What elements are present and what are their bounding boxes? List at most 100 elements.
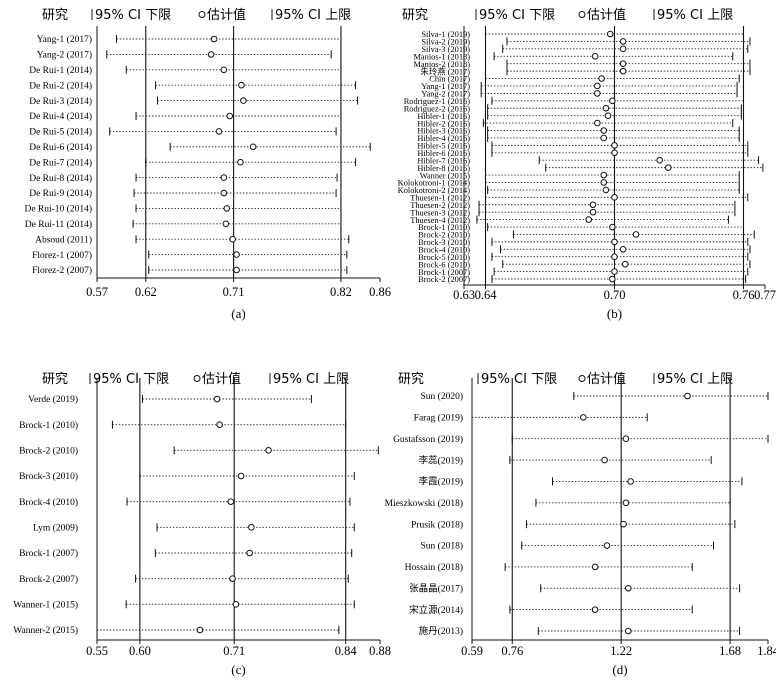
study-label: Hibler-4 (2016) — [417, 134, 470, 143]
header-study-label: 研究 — [42, 372, 68, 387]
point-estimate-marker — [240, 97, 247, 104]
study-label: Thuesen-3 (2012) — [410, 208, 470, 217]
header-upper-label: 95% CI 上限 — [657, 8, 733, 23]
x-tick-label: 0.63 — [453, 288, 475, 302]
point-estimate-marker — [591, 52, 599, 60]
legend-header: 研究 95% CI 下限 估计值 95% CI 上限 — [398, 371, 733, 387]
legend-header: 研究 95% CI 下限 估计值 95% CI 上限 — [42, 371, 349, 387]
study-row: De Rui-2 (2014) — [29, 80, 357, 91]
header-upper-label: 95% CI 上限 — [275, 8, 351, 23]
study-label: Gustafsson (2019) — [393, 434, 463, 445]
x-tick-label: 0.84 — [335, 644, 358, 658]
point-estimate-marker — [656, 156, 663, 164]
study-row: Thuesen-4 (2012) — [410, 215, 729, 225]
study-row: Kolokotroni-1 (2014) — [398, 178, 740, 188]
point-estimate-marker — [585, 216, 593, 223]
panel-caption: (a) — [231, 306, 245, 321]
point-estimate-marker — [232, 601, 240, 608]
study-row: Hibler-7 (2016) — [417, 156, 760, 165]
point-estimate-marker — [622, 499, 630, 507]
study-label: De Rui-3 (2014) — [29, 96, 92, 107]
study-row: Brock-1 (2010) — [19, 420, 347, 431]
point-estimate-marker — [611, 253, 618, 261]
study-row: De Rui-7 (2014) — [29, 157, 357, 168]
point-estimate-marker — [216, 421, 223, 428]
study-row: 施丹(2013) — [419, 625, 741, 637]
study-row: De Rui-10 (2014) — [24, 204, 342, 215]
point-estimate-marker — [249, 143, 257, 151]
study-row: Hibler-2 (2016) — [417, 119, 734, 128]
x-tick-label: 0.57 — [86, 285, 108, 299]
study-label: Hibler-2 (2016) — [417, 119, 470, 128]
study-row: Silva-3 (2019) — [421, 44, 749, 54]
header-study-label: 研究 — [42, 8, 68, 23]
point-estimate-marker — [594, 119, 601, 127]
study-row: Hibler-8 (2016) — [417, 163, 764, 173]
study-label: Hibler-8 (2016) — [417, 164, 470, 173]
point-estimate-marker — [601, 456, 608, 464]
study-row: Yang-2 (2017) — [421, 89, 738, 99]
study-row: Brock-3 (2010) — [418, 237, 749, 247]
study-label: De Rui-6 (2014) — [29, 142, 92, 153]
point-estimate-marker — [229, 235, 236, 243]
study-row: Brock-5 (2010) — [418, 252, 749, 262]
study-label: Kolokotroni-2 (2014) — [398, 186, 471, 195]
study-row: Farag (2019) — [414, 413, 648, 424]
study-label: 施丹(2013) — [419, 625, 463, 637]
x-tick-label: 0.82 — [330, 285, 352, 299]
point-estimate-marker — [609, 275, 616, 283]
point-estimate-marker — [589, 201, 597, 209]
header-study-label: 研究 — [398, 372, 424, 387]
study-label: Rodriguez-2 (2016) — [404, 104, 470, 113]
study-row: 宋立源(2014) — [409, 604, 693, 616]
point-estimate-marker — [604, 112, 612, 119]
point-estimate-marker — [589, 208, 597, 216]
study-row: Silva-2 (2019) — [421, 37, 751, 47]
point-estimate-marker — [598, 75, 605, 82]
point-estimate-marker — [619, 246, 627, 253]
point-estimate-marker — [591, 606, 599, 613]
study-row: De Rui-6 (2014) — [29, 142, 371, 153]
study-label: Brock-5 (2010) — [418, 253, 470, 262]
study-row: Wanner-2 (2015) — [13, 625, 340, 636]
x-tick-label: 0.77 — [754, 288, 776, 302]
header-estimate-label: 估计值 — [202, 371, 241, 387]
study-label: De Rui-11 (2014) — [25, 219, 92, 230]
study-label: Thuesen-1 (2012) — [410, 194, 470, 203]
point-estimate-marker — [207, 51, 215, 58]
header-upper-label: 95% CI 上限 — [657, 372, 733, 387]
point-estimate-marker — [220, 189, 228, 197]
point-estimate-marker — [611, 142, 618, 149]
point-estimate-marker — [684, 392, 691, 400]
header-estimate-label: 估计值 — [587, 371, 626, 387]
estimate-legend-marker — [198, 11, 206, 18]
study-row: Manios-2 (2018) — [413, 59, 751, 69]
study-label: Manios-1 (2018) — [413, 52, 470, 61]
x-tick-label: 0.55 — [86, 644, 108, 658]
point-estimate-marker — [237, 472, 245, 480]
study-label: 张晶晶(2017) — [409, 583, 463, 594]
header-lower-label: 95% CI 下限 — [481, 372, 557, 387]
point-estimate-marker — [609, 97, 616, 105]
x-tick-label: 0.70 — [604, 288, 626, 302]
study-label: Kolokotroni-1 (2014) — [398, 179, 471, 188]
panel-caption: (d) — [612, 662, 627, 677]
x-tick-label: 1.22 — [610, 644, 632, 658]
point-estimate-marker — [627, 478, 634, 485]
header-estimate-label: 估计值 — [587, 7, 626, 23]
study-row: Wanner-1 (2015) — [13, 600, 355, 611]
study-row: Lym (2009) — [33, 523, 355, 534]
study-label: Sun (2018) — [421, 541, 464, 552]
study-row: Sun (2020) — [421, 391, 769, 402]
point-estimate-marker — [603, 542, 611, 549]
study-label: Hibler-3 (2016) — [417, 127, 470, 136]
study-row: Brock-6 (2010) — [418, 260, 751, 269]
header-study-label: 研究 — [402, 8, 428, 23]
point-estimate-marker — [619, 60, 627, 67]
header-upper-label: 95% CI 上限 — [273, 372, 349, 387]
point-estimate-marker — [621, 260, 629, 268]
point-estimate-marker — [222, 220, 230, 228]
point-estimate-marker — [600, 127, 608, 134]
point-estimate-marker — [611, 268, 618, 275]
study-label: Wanner (2015) — [420, 171, 470, 180]
